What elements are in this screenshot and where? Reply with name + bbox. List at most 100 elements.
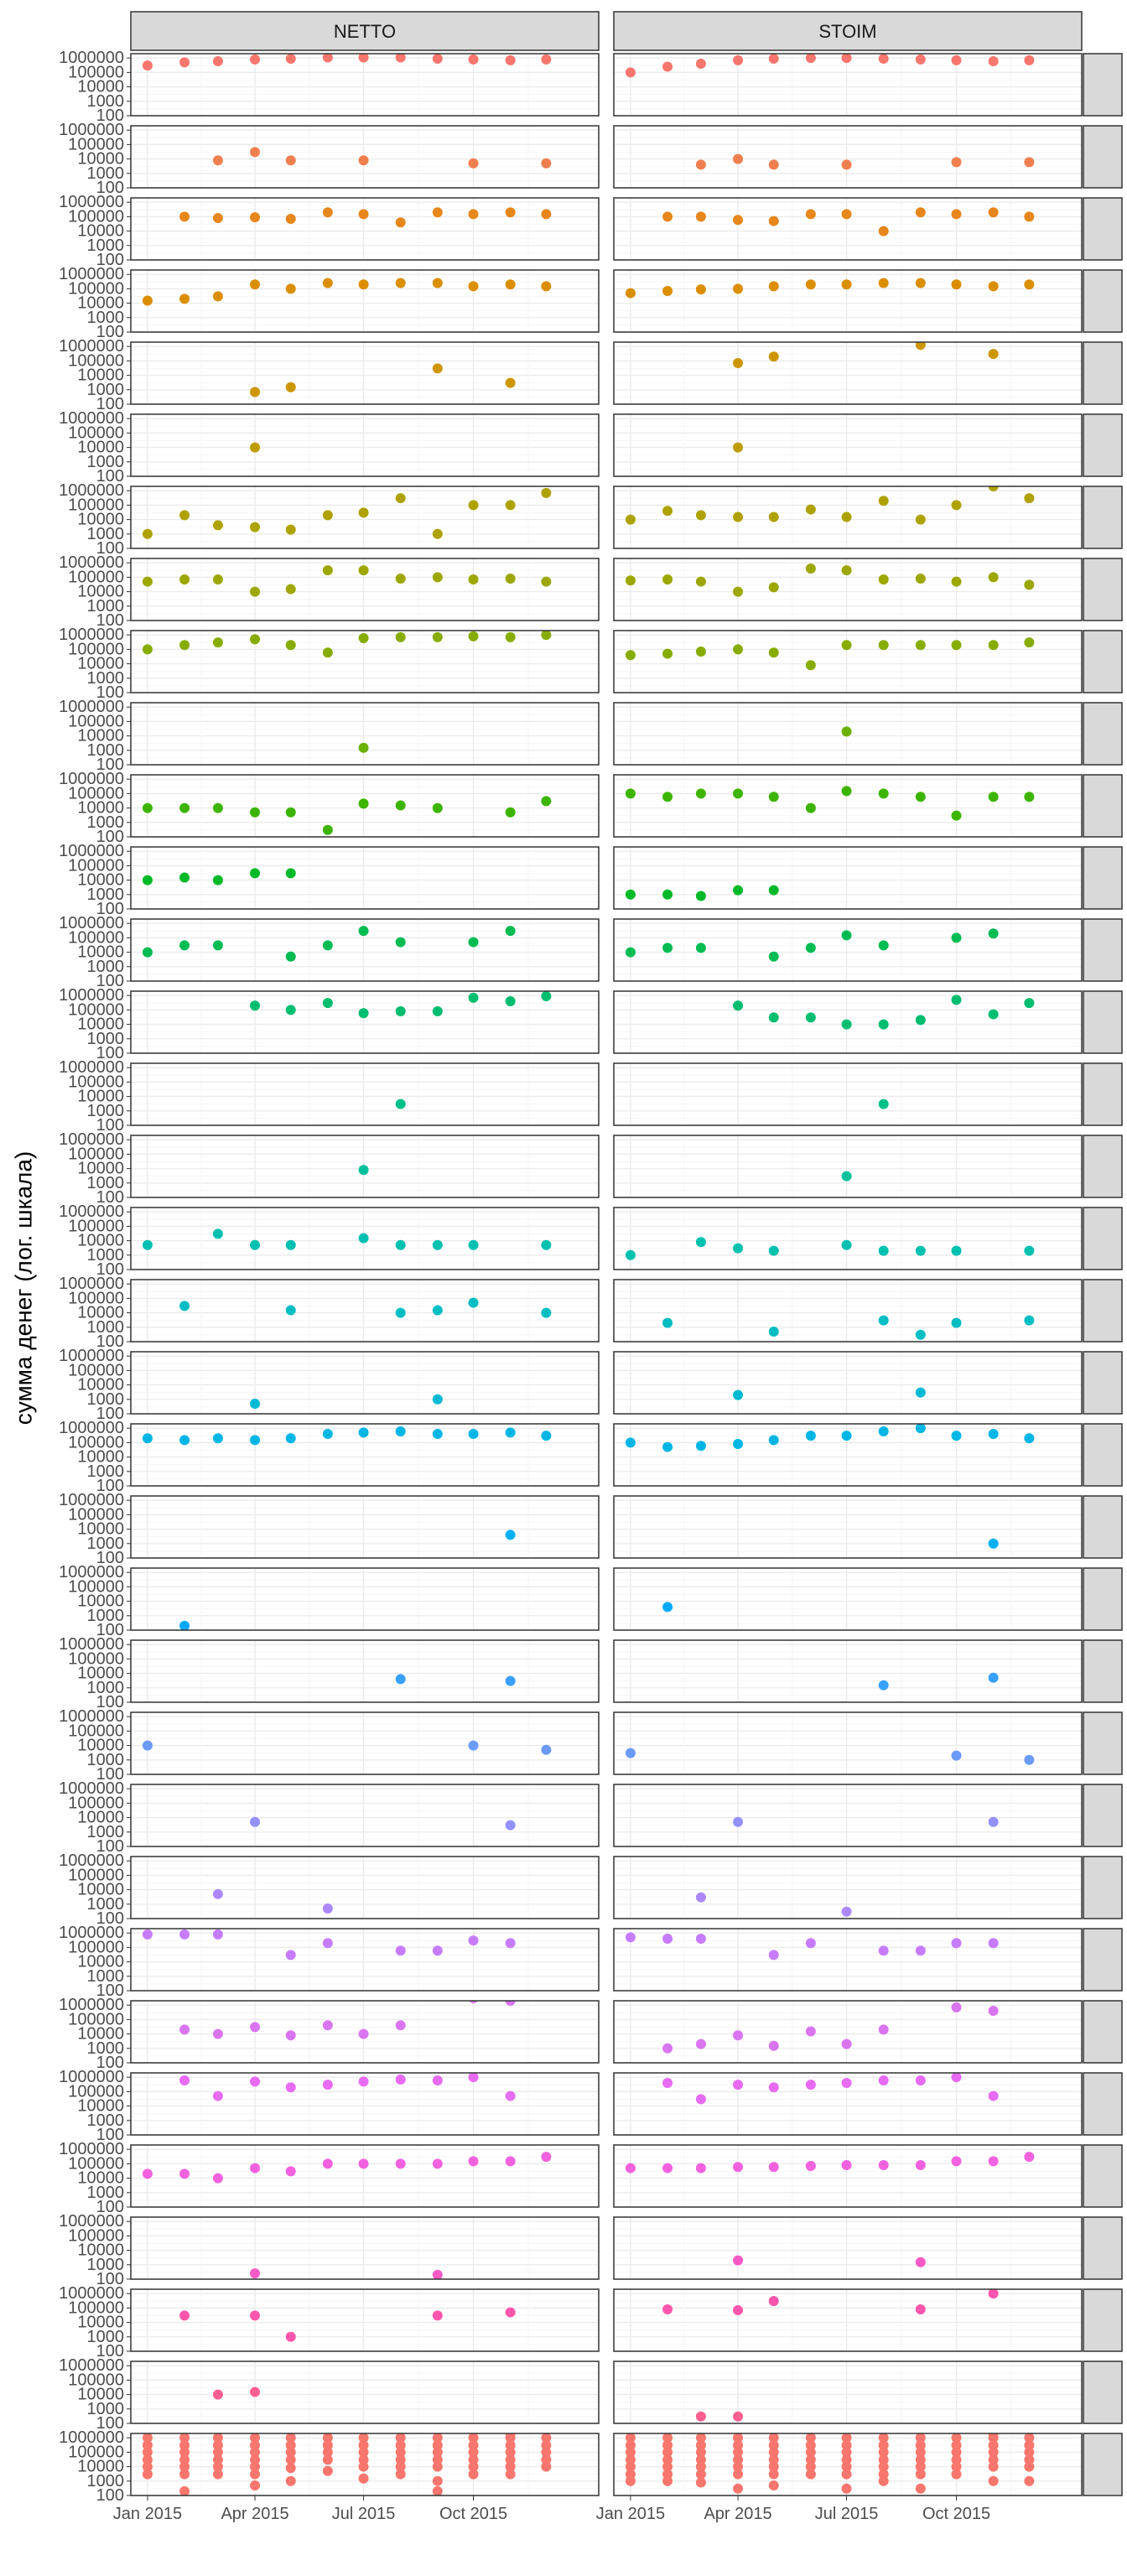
data-point [322, 2158, 333, 2169]
data-point [625, 2469, 636, 2480]
data-point [250, 522, 261, 532]
y-tick-label: 1000 [87, 958, 125, 976]
facet-panel [613, 2216, 1083, 2280]
data-point [179, 293, 190, 304]
data-point [395, 2158, 406, 2169]
data-point [142, 2433, 153, 2444]
facet-row: 1001000100001000001000000ЕРЛА [59, 1419, 1123, 1495]
data-point [541, 2152, 552, 2163]
y-tick-label: 1000000 [59, 121, 124, 139]
y-tick-label: 1000 [87, 1390, 125, 1409]
y-tick-label: 100 [96, 2198, 124, 2216]
facet-panel [613, 558, 1083, 621]
data-point [358, 1233, 369, 1244]
data-point [768, 792, 779, 802]
data-point [625, 2461, 636, 2472]
data-point [878, 2454, 889, 2465]
data-points [733, 342, 999, 369]
facet-row: 1001000100001000001000000СКАЯ [59, 698, 1123, 774]
data-point [285, 2166, 296, 2177]
y-tick-label: 100 [96, 1909, 124, 1928]
data-point [250, 1435, 261, 1446]
data-point [432, 207, 443, 218]
facet-panel [613, 1928, 1083, 1992]
data-point [468, 2433, 479, 2444]
data-point [768, 1950, 779, 1961]
data-point [1024, 1315, 1035, 1326]
panel-background [614, 1280, 1082, 1342]
y-axis-title: сумма денег (лог. шкала) [10, 1151, 36, 1426]
data-point [432, 2461, 443, 2472]
data-point [322, 1903, 333, 1914]
panel-border [613, 630, 1083, 693]
panel-border [613, 269, 1083, 333]
data-point [322, 510, 333, 521]
data-point [142, 947, 153, 958]
data-point [662, 2078, 673, 2089]
data-point [695, 510, 706, 521]
data-point [541, 576, 552, 587]
data-point [915, 278, 926, 288]
data-points [142, 487, 552, 539]
data-point [468, 281, 479, 292]
y-tick-label: 10000 [77, 78, 124, 96]
data-point [951, 2454, 962, 2465]
facet-panel [613, 1135, 1083, 1198]
y-tick-label: 10000 [77, 1809, 124, 1827]
data-point [733, 2255, 744, 2266]
data-point [212, 1228, 223, 1239]
data-point [733, 586, 744, 597]
data-point [733, 283, 744, 294]
data-point [733, 1389, 744, 1400]
panel-background [131, 991, 599, 1053]
data-point [878, 2024, 889, 2035]
data-point [805, 2440, 816, 2451]
panel-background [614, 342, 1082, 404]
data-point [142, 1929, 153, 1940]
panel-background [614, 126, 1082, 188]
panel-border [613, 1639, 1083, 1703]
data-point [395, 493, 406, 504]
data-point [541, 487, 552, 498]
data-point [212, 213, 223, 224]
facet-row: 1001000100001000001000000АНАД [59, 842, 1123, 918]
data-points [878, 1098, 889, 1109]
data-point [915, 1424, 926, 1434]
data-points [142, 1929, 516, 1961]
data-point [432, 2440, 443, 2451]
data-point [250, 2310, 261, 2321]
data-point [988, 2156, 999, 2167]
panel-background [131, 1857, 599, 1919]
panel-border [130, 1784, 600, 1847]
panel-background [131, 1280, 599, 1342]
data-point [250, 2163, 261, 2174]
panel-border [130, 341, 600, 405]
data-point [733, 1000, 744, 1011]
data-point [322, 1429, 333, 1440]
facet-row: 1001000100001000001000000РУЗИ [59, 553, 1123, 630]
data-point [432, 1305, 443, 1316]
data-point [915, 2160, 926, 2171]
data-point [468, 2156, 479, 2167]
panel-border [130, 1279, 600, 1343]
data-point [358, 1008, 369, 1019]
data-point [358, 1427, 369, 1438]
data-point [322, 2465, 333, 2476]
data-point [805, 504, 816, 515]
panel-border [613, 1062, 1083, 1126]
data-point [878, 2440, 889, 2451]
panel-background [131, 2145, 599, 2207]
y-tick-label: 100000 [68, 1938, 124, 1956]
data-point [662, 943, 673, 953]
data-point [625, 1932, 636, 1943]
data-point [285, 1005, 296, 1015]
data-point [179, 1301, 190, 1311]
data-point [505, 1675, 516, 1686]
facet-row: 1001000100001000001000000ЛИТВА [59, 1275, 1123, 1351]
facet-row-strip [1083, 486, 1123, 549]
facet-row-strip [1083, 1639, 1123, 1703]
data-point [768, 1245, 779, 1256]
